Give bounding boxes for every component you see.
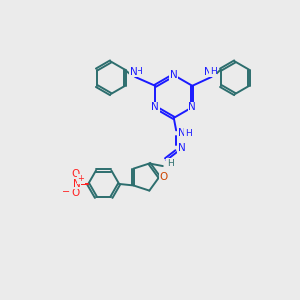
Text: N: N bbox=[178, 128, 185, 138]
Text: H: H bbox=[185, 129, 191, 138]
Text: N: N bbox=[170, 70, 178, 80]
Text: H: H bbox=[167, 159, 174, 168]
Text: N: N bbox=[152, 102, 159, 112]
Text: O: O bbox=[71, 169, 80, 179]
Text: N: N bbox=[188, 102, 196, 112]
Text: +: + bbox=[77, 174, 84, 183]
Text: N: N bbox=[130, 67, 138, 77]
Text: −: − bbox=[62, 187, 70, 197]
Text: N: N bbox=[204, 67, 212, 77]
Text: O: O bbox=[160, 172, 168, 182]
Text: H: H bbox=[135, 67, 141, 76]
Text: H: H bbox=[210, 67, 217, 76]
Text: O: O bbox=[71, 188, 80, 199]
Text: N: N bbox=[178, 143, 185, 153]
Text: N: N bbox=[73, 179, 81, 189]
